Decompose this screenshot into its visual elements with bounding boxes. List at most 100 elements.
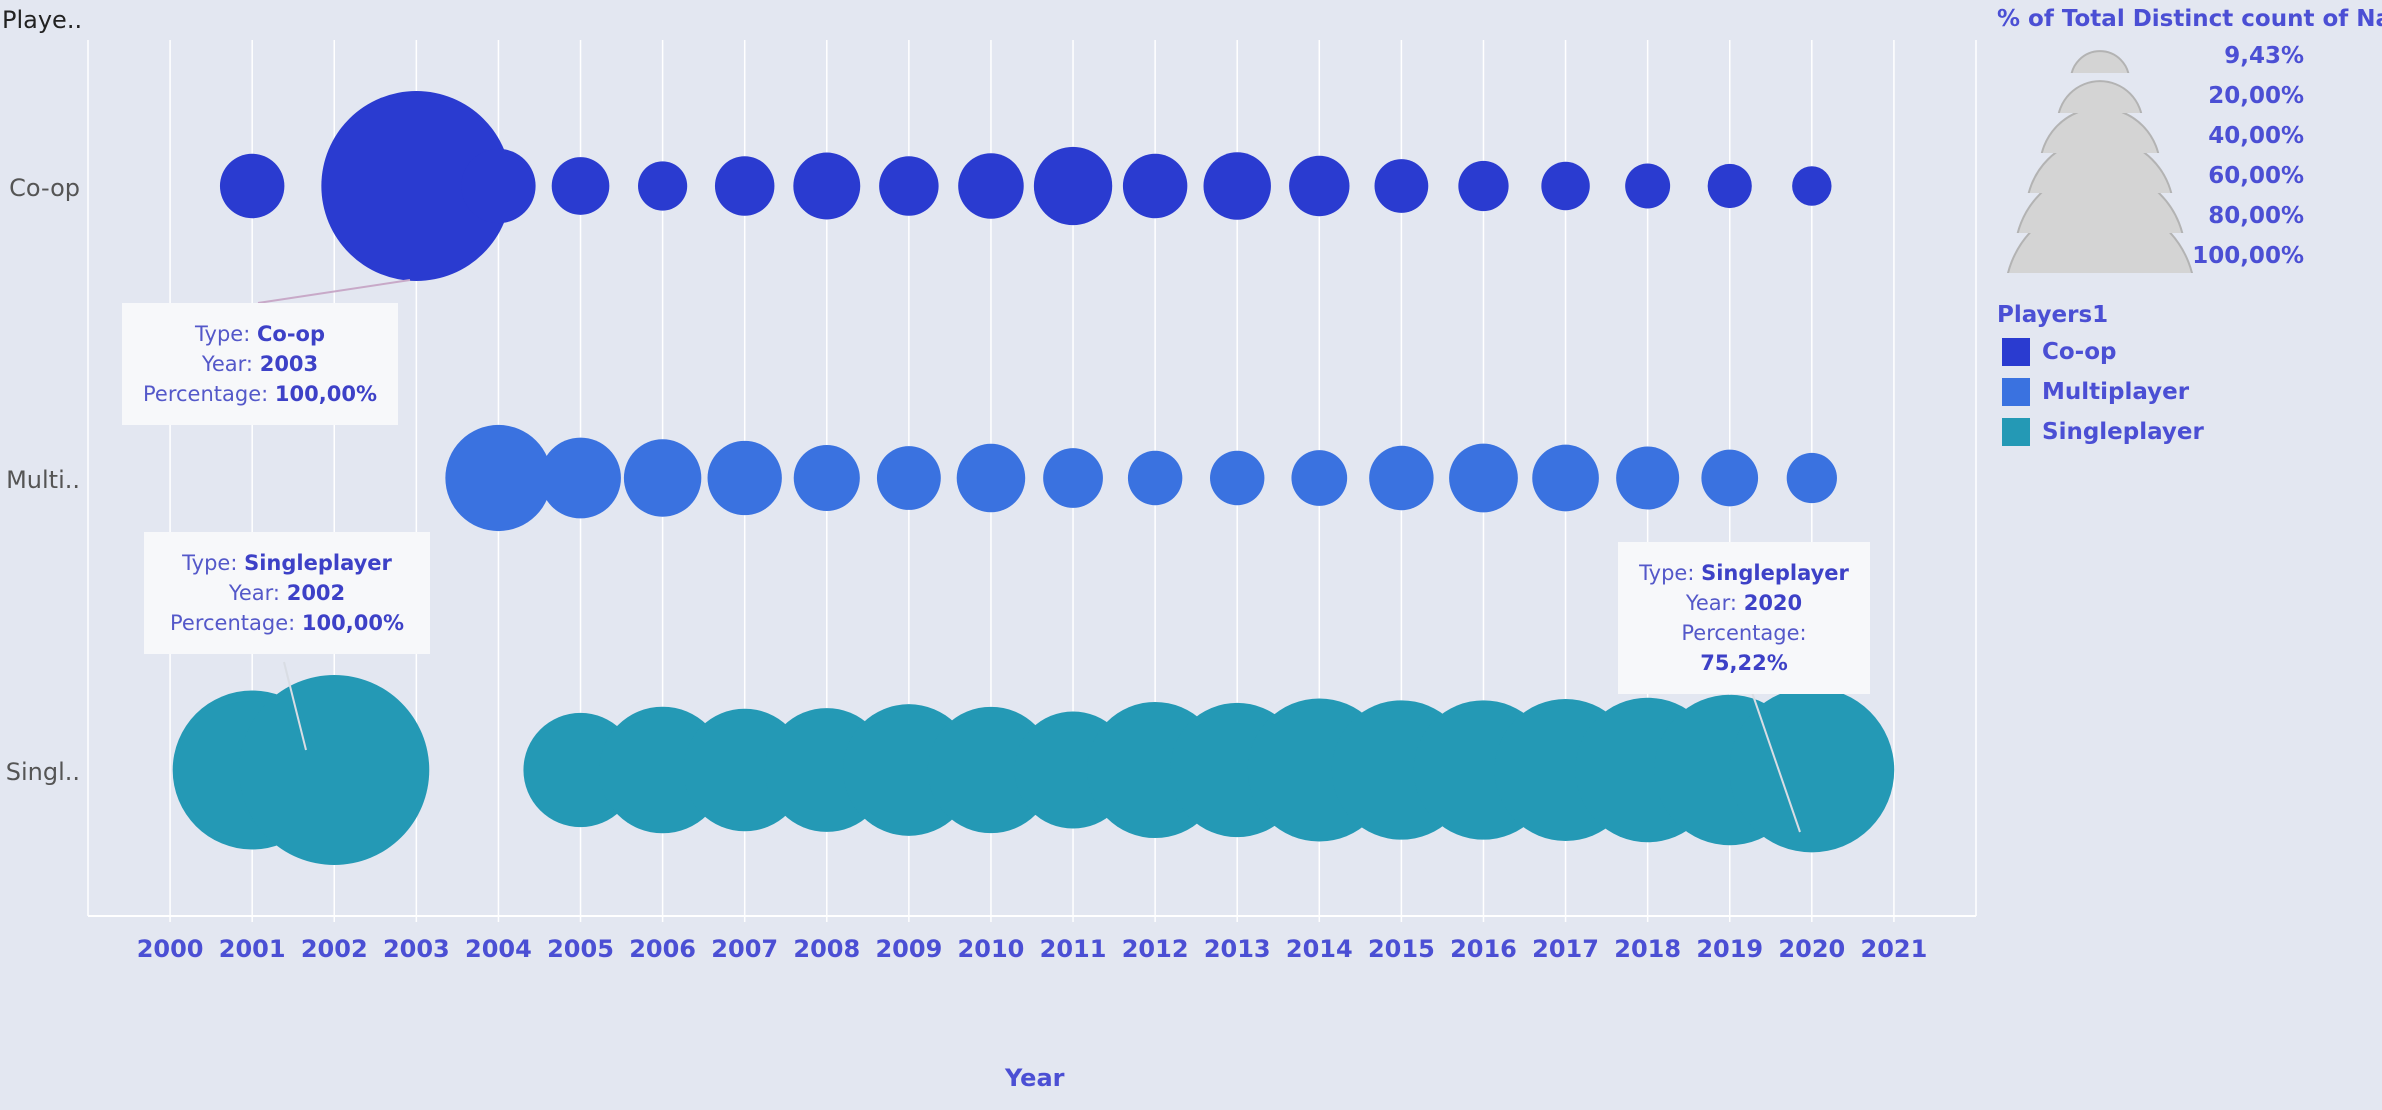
legend-item-singleplayer[interactable]: Singleplayer (2002, 417, 2204, 447)
size-legend-shape (2070, 50, 2130, 73)
x-tick-label: 2020 (1778, 935, 1845, 963)
bubble-multiplayer-2009[interactable] (876, 446, 941, 510)
size-legend-title: % of Total Distinct count of Name (1997, 6, 2382, 32)
bubble-multiplayer-2020[interactable] (1786, 452, 1837, 504)
row-label-multiplayer: Multi.. (6, 466, 80, 494)
row-field-header[interactable]: Playe.. (2, 6, 83, 34)
bubble-co-op-2012[interactable] (1122, 153, 1188, 219)
legend-item-multiplayer[interactable]: Multiplayer (2002, 377, 2189, 407)
x-tick-label: 2019 (1696, 935, 1763, 963)
bubble-co-op-2017[interactable] (1541, 161, 1590, 211)
x-axis-title: Year (1005, 1064, 1065, 1092)
bubble-multiplayer-2011[interactable] (1043, 448, 1103, 508)
x-axis: 2000 2001 2002 2003 2004 2005 2006 2007 2008 2009… (88, 915, 1976, 963)
x-tick-label: 2012 (1122, 935, 1189, 963)
bubble-singleplayer-2020[interactable] (1729, 687, 1895, 853)
x-tick-label: 2009 (875, 935, 942, 963)
legend-label-singleplayer: Singleplayer (2042, 419, 2204, 445)
legend-swatch-singleplayer (2002, 418, 2030, 446)
bubble-co-op-2001[interactable] (219, 153, 285, 219)
bubble-multiplayer-2010[interactable] (956, 443, 1026, 513)
bubble-multiplayer-2004[interactable] (445, 424, 552, 532)
size-legend-shapes (2007, 50, 2193, 273)
bubbles (172, 91, 1895, 865)
x-tick-label: 2000 (137, 935, 204, 963)
bubble-multiplayer-2008[interactable] (793, 444, 860, 512)
legend-item-coop[interactable]: Co-op (2002, 337, 2117, 367)
x-tick-label: 2018 (1614, 935, 1681, 963)
x-tick-label: 2021 (1861, 935, 1928, 963)
bubble-multiplayer-2018[interactable] (1616, 446, 1680, 510)
tooltip-connectors (257, 279, 1801, 833)
bubble-co-op-2011[interactable] (1033, 146, 1113, 226)
bubble-multiplayer-2013[interactable] (1210, 450, 1265, 506)
bubble-co-op-2008[interactable] (793, 152, 861, 220)
tooltip-connector (283, 661, 307, 751)
legend-swatch-multiplayer (2002, 378, 2030, 406)
x-tick-label: 2002 (301, 935, 368, 963)
row-label-coop: Co-op (9, 174, 80, 202)
bubble-co-op-2009[interactable] (879, 156, 939, 216)
bubble-co-op-2018[interactable] (1625, 163, 1671, 209)
bubble-co-op-2019[interactable] (1707, 163, 1752, 209)
x-tick-label: 2004 (465, 935, 532, 963)
bubble-multiplayer-2006[interactable] (623, 439, 702, 517)
x-tick-label: 2001 (219, 935, 286, 963)
bubble-co-op-2004[interactable] (461, 148, 536, 224)
x-tick-label: 2010 (958, 935, 1025, 963)
bubble-multiplayer-2015[interactable] (1369, 445, 1434, 511)
bubble-multiplayer-2007[interactable] (707, 440, 782, 516)
bubble-co-op-2010[interactable] (958, 153, 1024, 219)
legend-label-coop: Co-op (2042, 339, 2117, 365)
bubble-multiplayer-2019[interactable] (1701, 449, 1759, 507)
bubble-multiplayer-2014[interactable] (1291, 450, 1348, 506)
tooltip-singleplayer-2020: Type: Singleplayer Year: 2020 Percentage… (1618, 542, 1870, 694)
size-legend-shape (2007, 233, 2193, 273)
size-legend-label: 60,00% (2208, 163, 2304, 189)
size-legend-label: 100,00% (2192, 243, 2304, 269)
size-legend-label: 80,00% (2208, 203, 2304, 229)
legend-label-multiplayer: Multiplayer (2042, 379, 2190, 405)
color-legend-title: Players1 (1997, 302, 2109, 328)
x-tick-label: 2011 (1040, 935, 1107, 963)
x-tick-label: 2015 (1368, 935, 1435, 963)
bubble-co-op-2014[interactable] (1289, 155, 1350, 217)
legend-swatch-coop (2002, 338, 2030, 366)
size-legend-label: 20,00% (2208, 83, 2304, 109)
bubble-co-op-2005[interactable] (551, 157, 610, 215)
bubble-co-op-2013[interactable] (1203, 152, 1271, 220)
x-tick-label: 2003 (383, 935, 450, 963)
bubble-multiplayer-2012[interactable] (1127, 450, 1183, 506)
size-legend-label: 9,43% (2224, 43, 2304, 69)
x-tick-label: 2005 (547, 935, 614, 963)
x-tick-label: 2013 (1204, 935, 1271, 963)
bubble-co-op-2020[interactable] (1792, 166, 1832, 206)
x-tick-label: 2006 (629, 935, 696, 963)
size-legend-label: 40,00% (2208, 123, 2304, 149)
bubble-multiplayer-2016[interactable] (1449, 443, 1518, 513)
size-legend-shape (2057, 80, 2143, 113)
bubble-singleplayer-2010[interactable] (927, 706, 1055, 834)
row-label-singleplayer: Singl.. (5, 758, 80, 786)
x-tick-label: 2017 (1532, 935, 1599, 963)
bubble-co-op-2003[interactable] (321, 91, 512, 281)
bubble-co-op-2006[interactable] (638, 161, 688, 211)
tooltip-coop-2003: Type: Co-op Year: 2003 Percentage: 100,0… (122, 303, 398, 425)
x-tick-label: 2008 (793, 935, 860, 963)
tooltip-connector (257, 279, 411, 304)
tooltip-connector (1744, 671, 1801, 833)
size-legend-shape (2027, 153, 2173, 193)
bubble-co-op-2015[interactable] (1374, 159, 1429, 213)
size-legend-shape (2016, 193, 2184, 233)
bubble-singleplayer-2002[interactable] (239, 675, 430, 865)
tooltip-singleplayer-2002: Type: Singleplayer Year: 2002 Percentage… (144, 532, 430, 654)
bubble-multiplayer-2017[interactable] (1532, 444, 1599, 512)
x-tick-label: 2014 (1286, 935, 1353, 963)
bubble-multiplayer-2005[interactable] (540, 437, 621, 519)
bubble-co-op-2016[interactable] (1458, 160, 1509, 212)
x-tick-label: 2016 (1450, 935, 1517, 963)
bubble-co-op-2007[interactable] (714, 156, 775, 216)
size-legend-shape (2040, 113, 2160, 153)
x-tick-label: 2007 (711, 935, 778, 963)
